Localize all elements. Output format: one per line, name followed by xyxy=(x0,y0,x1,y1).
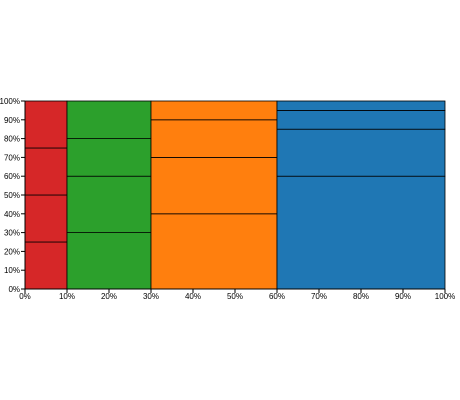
mekko-segment-b-1 xyxy=(66,175,152,233)
y-tick-label: 90% xyxy=(4,116,20,125)
x-tick-label: 20% xyxy=(101,292,117,301)
mekko-segment-d-2 xyxy=(276,110,446,130)
mekko-segment-b-2 xyxy=(66,138,152,177)
y-tick-label: 60% xyxy=(4,172,20,181)
mekko-segment-d-1 xyxy=(276,128,446,177)
x-tick-label: 0% xyxy=(19,292,31,301)
mekko-segment-b-3 xyxy=(66,100,152,139)
x-tick-label: 50% xyxy=(227,292,243,301)
y-tick-label: 70% xyxy=(4,153,20,162)
mekko-segment-d-3 xyxy=(276,100,446,111)
mekko-segment-a-1 xyxy=(24,194,68,243)
axes: 0% 10% 20% 30% 40% 50% 60% 70% 80% 90% 100% 0% 10% 20… xyxy=(0,97,455,301)
y-tick-label: 0% xyxy=(8,285,20,294)
x-tick-label: 100% xyxy=(435,292,455,301)
x-tick-label: 80% xyxy=(353,292,369,301)
x-tick-label: 40% xyxy=(185,292,201,301)
mekko-segment-a-0 xyxy=(24,241,68,290)
mekko-segment-b-0 xyxy=(66,232,152,290)
mekko-segment-c-1 xyxy=(150,156,278,215)
y-tick-label: 80% xyxy=(4,135,20,144)
x-tick-label: 30% xyxy=(143,292,159,301)
y-tick-label: 50% xyxy=(4,191,20,200)
y-tick-label: 20% xyxy=(4,247,20,256)
x-tick-label: 10% xyxy=(59,292,75,301)
mekko-segment-a-2 xyxy=(24,147,68,196)
y-tick-label: 10% xyxy=(4,266,20,275)
mekko-segment-c-2 xyxy=(150,119,278,158)
mekko-segment-d-0 xyxy=(276,175,446,290)
y-tick-label: 100% xyxy=(0,97,20,106)
x-tick-label: 90% xyxy=(395,292,411,301)
mekko-segment-c-3 xyxy=(150,100,278,121)
x-tick-label: 60% xyxy=(269,292,285,301)
y-tick-label: 40% xyxy=(4,210,20,219)
mekko-segment-c-0 xyxy=(150,213,278,290)
x-tick-label: 70% xyxy=(311,292,327,301)
mekko-segment-a-3 xyxy=(24,100,68,149)
y-tick-label: 30% xyxy=(4,229,20,238)
plot-area xyxy=(24,100,446,290)
